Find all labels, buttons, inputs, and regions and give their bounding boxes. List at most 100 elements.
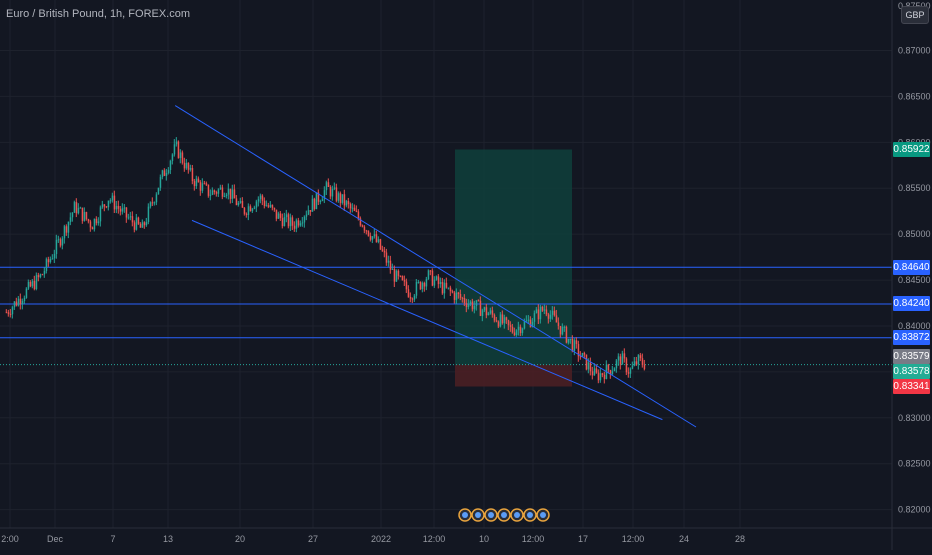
candle-body [505,317,508,321]
candle-body [47,259,50,263]
candle-body [623,353,626,359]
candle-body [315,192,318,210]
time-axis-label: 20 [235,534,245,544]
candle-body [225,194,228,197]
candle-body [75,202,78,214]
symbol-title[interactable]: Euro / British Pound, 1h, FOREX.com [6,8,191,20]
candle-body [237,202,240,205]
candle-body [325,182,328,191]
candle-body [465,303,468,308]
candle-body [155,194,158,203]
candle-body [177,141,180,158]
candle-body [581,353,584,357]
event-icon[interactable] [484,508,498,522]
price-tag-level: 0.83872 [893,330,930,346]
time-axis-label: 28 [735,534,745,544]
candle-body [559,325,562,335]
candle-body [99,207,102,222]
event-icon[interactable] [523,508,537,522]
candle-body [521,328,524,334]
candle-body [281,217,284,227]
candle-body [79,207,82,209]
candle-body [421,282,424,290]
candle-body [167,170,170,173]
candle-body [585,354,588,370]
candle-body [345,201,348,206]
event-icon[interactable] [497,508,511,522]
candle-body [149,202,152,207]
time-axis-label: 13 [163,534,173,544]
time-axis-label: 10 [479,534,489,544]
candle-body [213,190,216,193]
candle-body [59,239,62,246]
event-icon[interactable] [510,508,524,522]
candle-body [437,276,440,285]
time-axis-label: 12:00 [522,534,545,544]
candle-body [101,204,104,208]
candle-body [215,192,218,194]
event-icon[interactable] [458,508,472,522]
candle-body [65,226,68,233]
candle-body [319,201,322,203]
candle-body [229,188,232,199]
price-axis-label: 0.84000 [898,321,931,331]
candle-body [365,230,368,232]
loss-zone [455,364,572,387]
candle-body [361,225,364,227]
candle-body [461,297,464,299]
candle-body [211,190,214,195]
candle-body [219,187,222,190]
candle-body [83,212,86,221]
candle-body [577,343,580,357]
candle-body [335,187,338,201]
candle-body [427,270,430,280]
candle-body [265,205,268,207]
candle-body [331,188,334,197]
time-axis-label: 12:00 [423,534,446,544]
trend-channel [174,105,697,428]
candle-body [447,287,450,289]
candle-body [235,198,238,205]
candle-body [477,300,480,302]
candle-body [299,223,302,226]
candle-body [171,154,174,162]
candle-body [407,289,410,297]
candle-body [583,353,586,355]
currency-badge[interactable]: GBP [901,6,929,24]
candle-body [433,279,436,286]
time-axis-label: 17 [578,534,588,544]
candle-body [67,221,70,233]
candle-body [629,368,632,374]
candle-body [31,280,34,287]
candle-body [547,314,550,319]
candle-body [73,202,76,213]
candle-body [21,300,24,305]
price-tag-level: 0.84240 [893,296,930,312]
price-tag-profit: 0.85922 [893,141,930,157]
candle-body [587,362,590,370]
candle-body [503,317,506,324]
candle-body [217,189,220,194]
candle-body [157,187,160,195]
candle-body [145,222,148,226]
candle-body [89,221,92,228]
candle-body [261,195,264,201]
candle-body [419,281,422,290]
candle-body [383,250,386,253]
candle-body [87,219,90,222]
candle-body [343,194,346,206]
candle-body [589,362,592,372]
candle-body [387,260,390,263]
candle-body [509,325,512,327]
candle-body [551,310,554,315]
candle-body [109,200,112,202]
candle-body [351,207,354,209]
event-icon[interactable] [471,508,485,522]
candle-body [41,274,44,276]
event-icon[interactable] [536,508,550,522]
candle-body [133,222,136,230]
price-axis-label: 0.87000 [898,46,931,56]
candle-body [27,281,30,289]
